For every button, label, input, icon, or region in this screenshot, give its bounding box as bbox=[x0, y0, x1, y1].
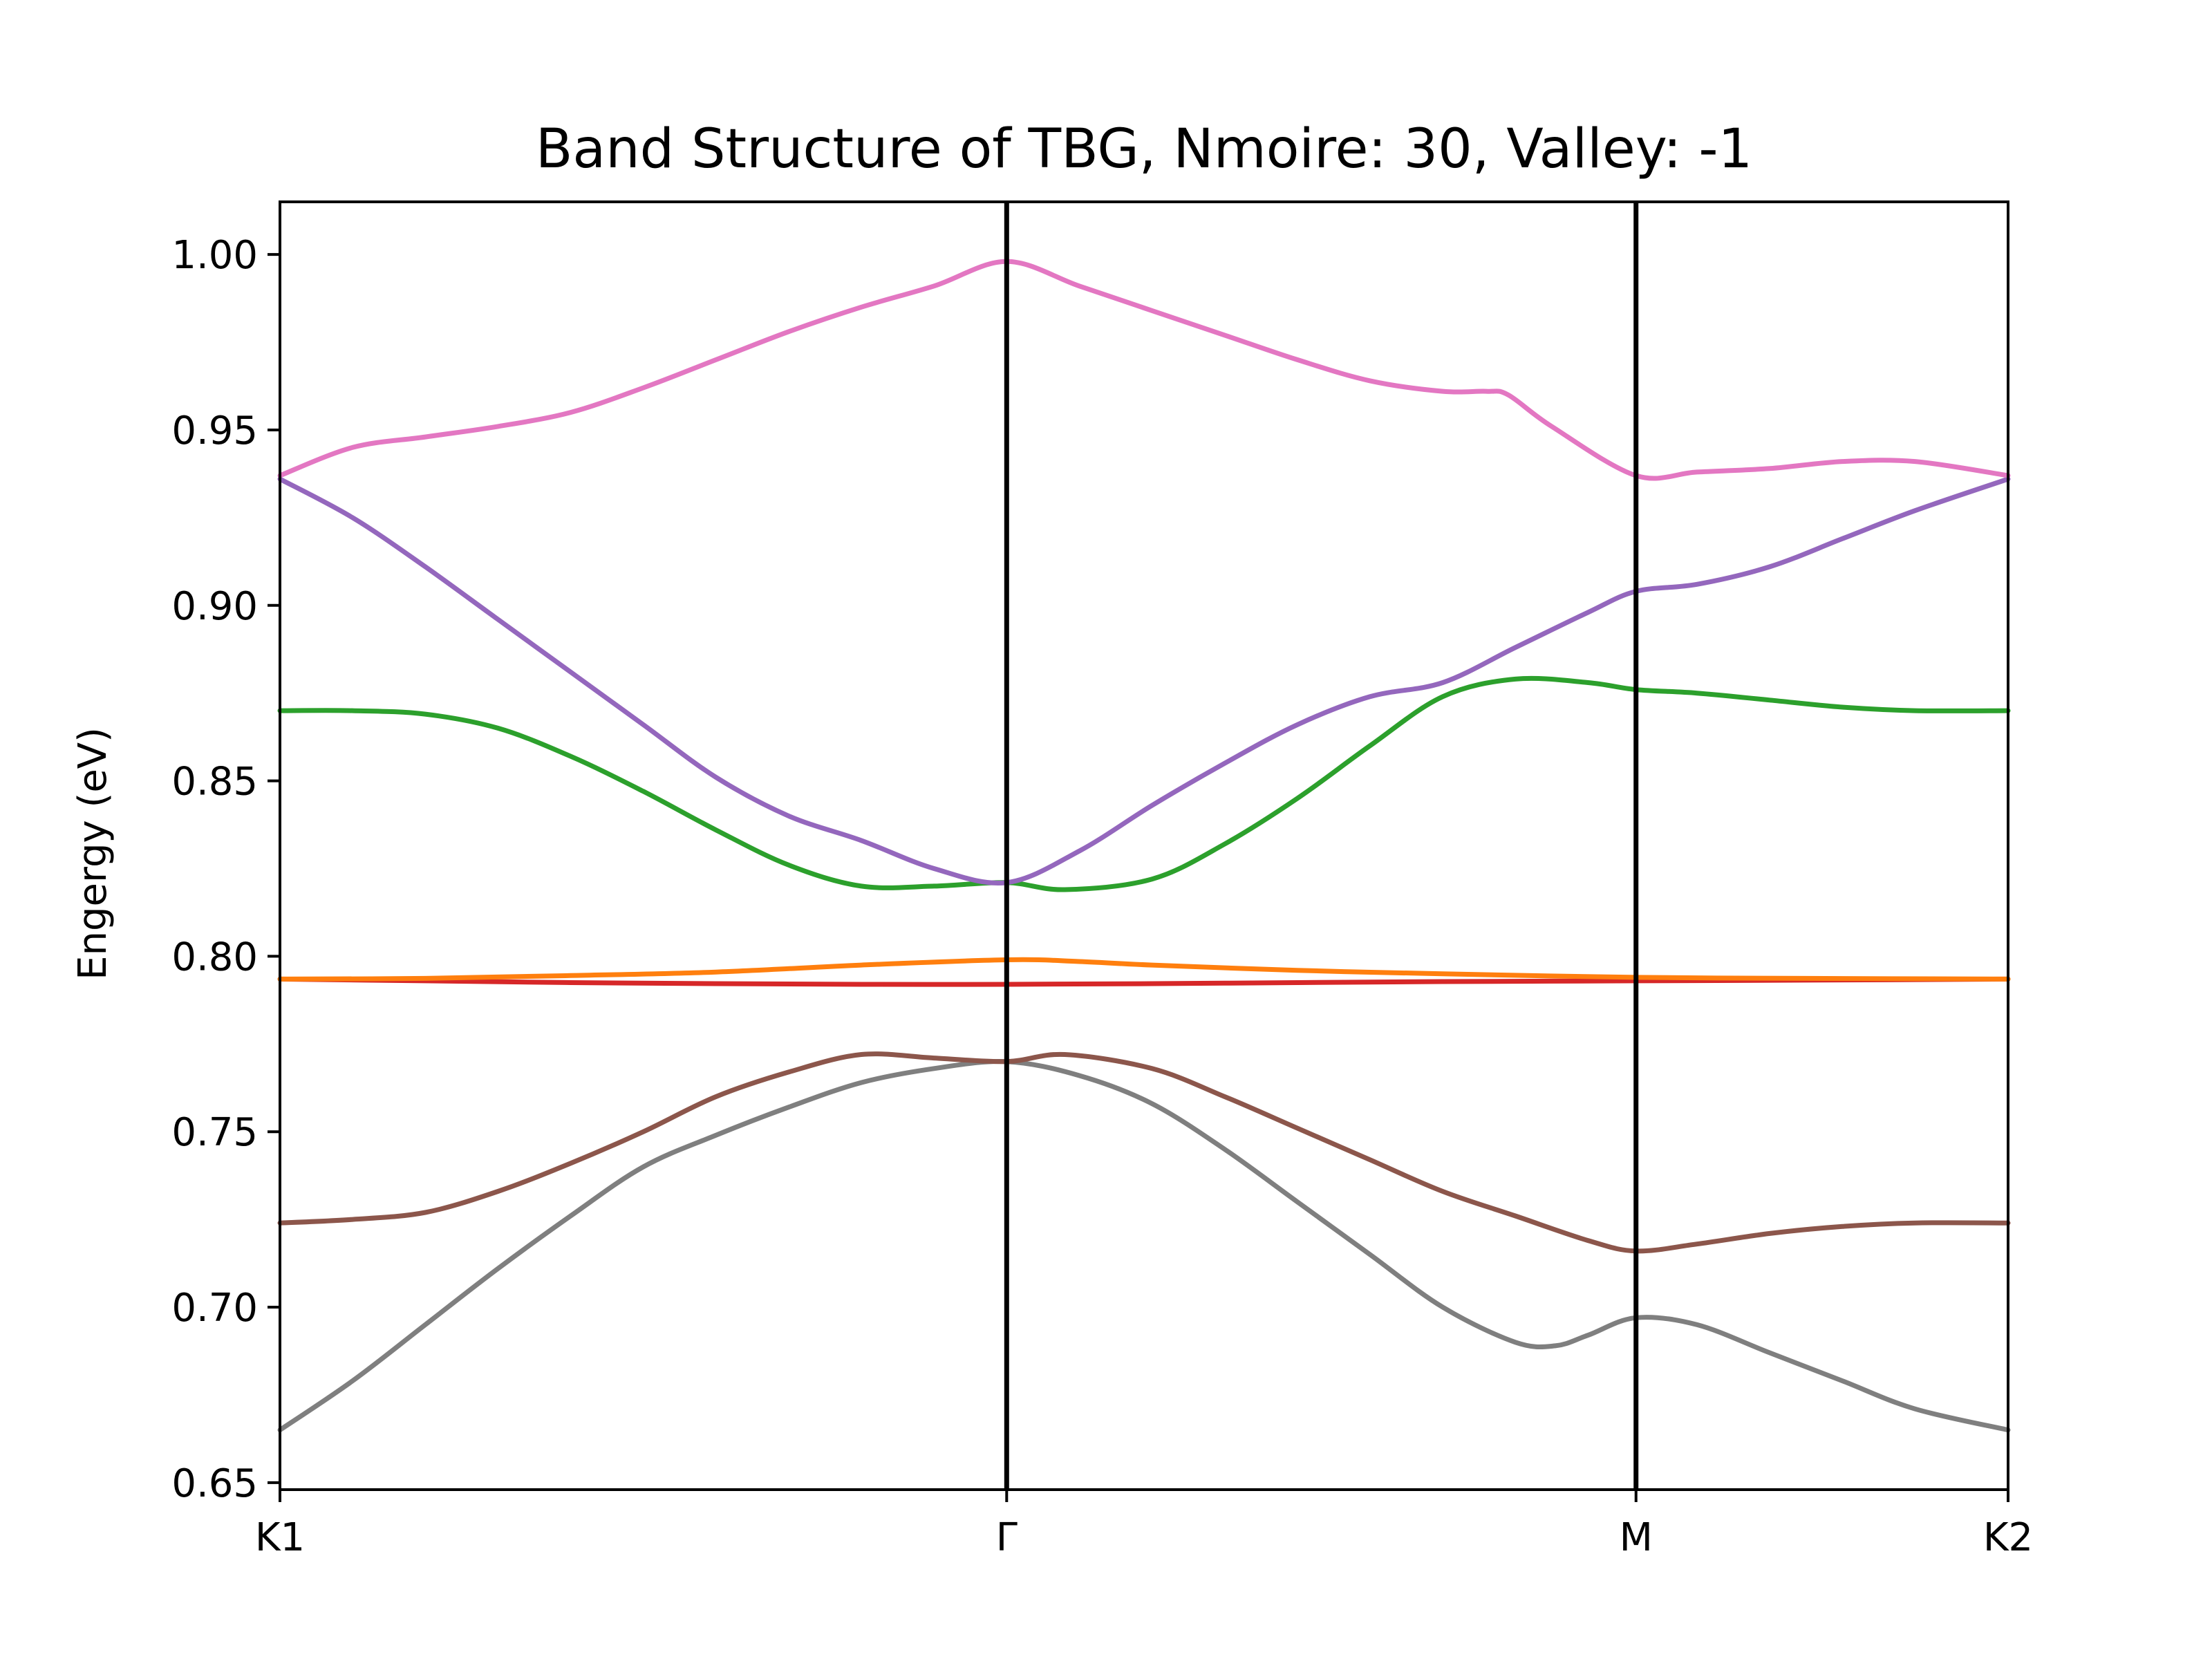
band-line-6 bbox=[277, 476, 2011, 886]
y-tick-label: 0.65 bbox=[171, 1461, 258, 1506]
y-tick-label: 0.80 bbox=[171, 935, 258, 980]
y-tick-label: 1.00 bbox=[171, 233, 258, 278]
chart-title: Band Structure of TBG, Nmoire: 30, Valle… bbox=[536, 118, 1752, 180]
series-layer bbox=[277, 259, 2011, 1433]
tick-layer: 0.65 0.70 0.75 0.80 0.85 0.90 0.95 1.00 K1 Γ M K2 bbox=[171, 233, 2033, 1560]
y-tick-label: 0.85 bbox=[171, 760, 258, 805]
y-tick-label: 0.70 bbox=[171, 1286, 258, 1331]
x-tick-label: K2 bbox=[1983, 1515, 2033, 1560]
x-tick-label: Γ bbox=[996, 1515, 1018, 1560]
y-tick-label: 0.95 bbox=[171, 409, 258, 453]
band-line-2 bbox=[277, 1051, 2011, 1254]
band-line-3 bbox=[277, 976, 2011, 987]
vline-layer bbox=[1004, 202, 1639, 1490]
band-line-4 bbox=[277, 957, 2011, 982]
band-line-1 bbox=[277, 1058, 2011, 1433]
x-tick-label: M bbox=[1620, 1515, 1653, 1560]
band-line-5 bbox=[277, 675, 2011, 892]
band-line-7 bbox=[277, 259, 2011, 481]
x-tick-label: K1 bbox=[255, 1515, 305, 1560]
y-axis-label: Engergy (eV) bbox=[71, 727, 115, 980]
plot-frame bbox=[279, 200, 2009, 1491]
y-tick-label: 0.75 bbox=[171, 1110, 258, 1155]
y-tick-label: 0.90 bbox=[171, 584, 258, 629]
